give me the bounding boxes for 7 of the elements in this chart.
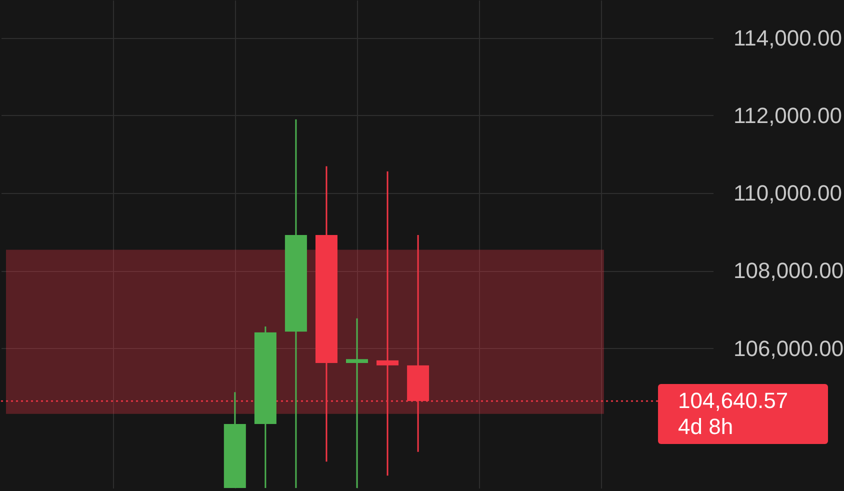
y-tick-label: 110,000.00 (734, 180, 842, 206)
ref-line-label: 104,640.57 (678, 388, 790, 414)
annotation: 4d 8h (678, 414, 734, 440)
y-tick-label: 108,000.00 (734, 258, 844, 284)
y-tick-label: 114,000.00 (734, 25, 842, 50)
y-tick-label: 112,000.00 (734, 102, 842, 128)
y-tick-label: 106,000.00 (734, 336, 844, 361)
